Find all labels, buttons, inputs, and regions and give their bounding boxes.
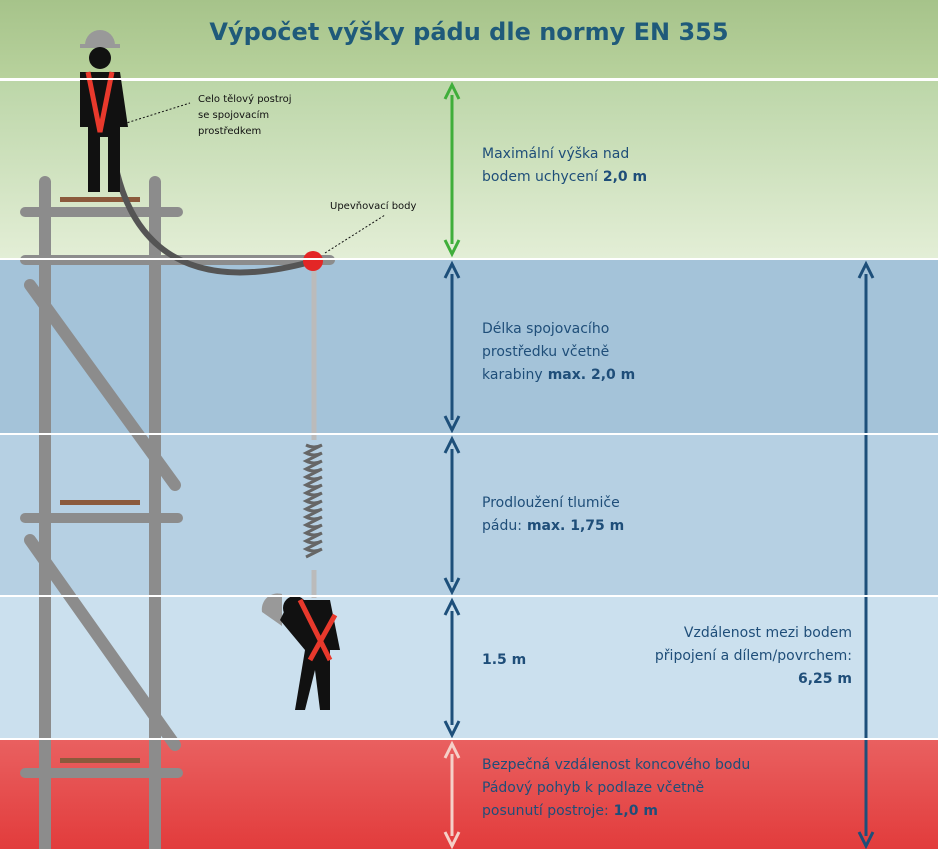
text-part: Prodloužení tlumiče bbox=[482, 495, 620, 511]
text-part: Vzdálenost mezi bodem bbox=[684, 625, 852, 641]
zone-text: prostředku včetně bbox=[482, 344, 609, 360]
zone-text: Maximální výška nad bbox=[482, 146, 629, 162]
text-part: prostředku včetně bbox=[482, 344, 609, 360]
text-part: Pádový pohyb k podlaze včetně bbox=[482, 780, 704, 796]
text-part: karabiny bbox=[482, 367, 543, 383]
callout-text: prostředkem bbox=[198, 125, 261, 137]
text-part: Maximální výška nad bbox=[482, 146, 629, 162]
strong-part: 1,0 m bbox=[614, 803, 658, 819]
zone-text: Vzdálenost mezi bodem bbox=[684, 625, 852, 641]
arrow-head bbox=[443, 831, 461, 850]
zone-text: 1.5 m bbox=[482, 652, 526, 668]
arrows bbox=[443, 81, 875, 850]
worker-fallen bbox=[261, 593, 340, 710]
title: Výpočet výšky pádu dle normy EN 355 bbox=[209, 18, 728, 46]
arrow-head bbox=[443, 740, 461, 759]
platforms bbox=[60, 197, 140, 763]
arrow-head bbox=[857, 260, 875, 279]
zone-text: Délka spojovacího bbox=[482, 321, 609, 337]
zone-text: pádu: max. 1,75 m bbox=[482, 518, 624, 534]
strong-part: 6,25 m bbox=[798, 671, 852, 687]
callout-text: Celo tělový postroj bbox=[198, 93, 292, 105]
arrow-head bbox=[443, 260, 461, 279]
zone-text: připojení a dílem/povrchem: bbox=[655, 648, 852, 664]
arrow-head bbox=[443, 577, 461, 596]
callout-text: se spojovacím bbox=[198, 109, 269, 121]
strong-part: max. 2,0 m bbox=[548, 367, 636, 383]
strong-part: max. 1,75 m bbox=[527, 518, 624, 534]
zone-text: bodem uchycení 2,0 m bbox=[482, 169, 647, 185]
text-part: Bezpečná vzdálenost koncového bodu bbox=[482, 757, 750, 773]
zone-text: Pádový pohyb k podlaze včetně bbox=[482, 780, 704, 796]
zone-text: karabiny max. 2,0 m bbox=[482, 367, 635, 383]
callout-text: Upevňovací body bbox=[330, 200, 417, 212]
arrow-head bbox=[443, 597, 461, 616]
zone-text: posunutí postroje: 1,0 m bbox=[482, 803, 658, 819]
worker-top bbox=[80, 30, 128, 192]
arrow-head bbox=[443, 239, 461, 258]
arrow-head bbox=[443, 435, 461, 454]
text-part: pádu: bbox=[482, 518, 522, 534]
zone-text: Bezpečná vzdálenost koncového bodu bbox=[482, 757, 750, 773]
scaffold bbox=[20, 176, 335, 853]
arrow-head bbox=[443, 720, 461, 739]
arrow-head bbox=[443, 415, 461, 434]
strong-part: 2,0 m bbox=[603, 169, 647, 185]
text-part: Délka spojovacího bbox=[482, 321, 609, 337]
callout-lines bbox=[119, 102, 386, 254]
arrow-head bbox=[857, 831, 875, 850]
strong-part: 1.5 m bbox=[482, 652, 526, 668]
zone-text: 6,25 m bbox=[798, 671, 852, 687]
text-part: připojení a dílem/povrchem: bbox=[655, 648, 852, 664]
text-part: posunutí postroje: bbox=[482, 803, 609, 819]
zone-text: Prodloužení tlumiče bbox=[482, 495, 620, 511]
arrow-head bbox=[443, 81, 461, 100]
text-part: bodem uchycení bbox=[482, 169, 599, 185]
